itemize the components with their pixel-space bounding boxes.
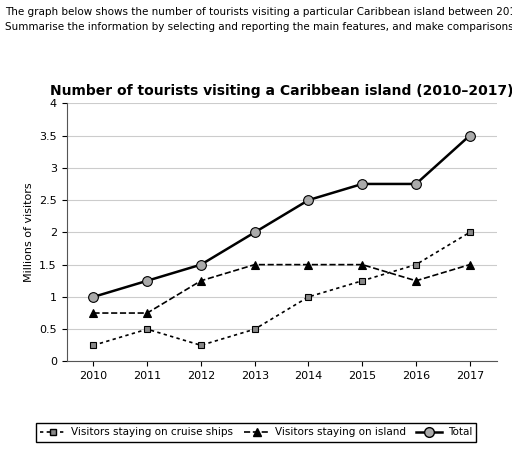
Legend: Visitors staying on cruise ships, Visitors staying on island, Total: Visitors staying on cruise ships, Visito… (36, 423, 476, 441)
Text: Summarise the information by selecting and reporting the main features, and make: Summarise the information by selecting a… (5, 22, 512, 31)
Title: Number of tourists visiting a Caribbean island (2010–2017): Number of tourists visiting a Caribbean … (50, 84, 512, 98)
Text: The graph below shows the number of tourists visiting a particular Caribbean isl: The graph below shows the number of tour… (5, 7, 512, 17)
Y-axis label: Millions of visitors: Millions of visitors (24, 183, 33, 282)
